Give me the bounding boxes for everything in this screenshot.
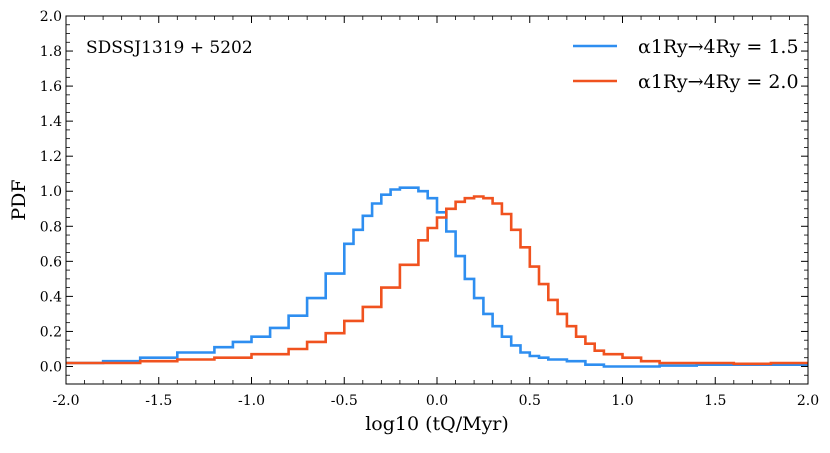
y-tick-label: 1.2 [40, 149, 62, 165]
y-tick-label: 1.0 [40, 184, 62, 200]
object-annotation: SDSSJ1319 + 5202 [86, 38, 253, 58]
y-tick-label: 1.4 [40, 114, 62, 130]
x-tick-label: 1.5 [704, 393, 726, 409]
x-tick-label: -1.0 [238, 393, 265, 409]
series-layer [66, 186, 808, 368]
labels-layer: -2.0 -1.5 -1.0 -0.5 0.0 0.5 1.0 1.5 2.0 0.0 0.2 0.4… [40, 9, 819, 409]
y-tick-label: 1.8 [40, 44, 62, 60]
legend-label-series-1: α1Ry→4Ry = 1.5 [638, 36, 799, 58]
x-tick-label: 0.5 [519, 393, 541, 409]
legend: α1Ry→4Ry = 1.5 α1Ry→4Ry = 2.0 [573, 36, 799, 93]
x-tick-label: 0.0 [426, 393, 448, 409]
y-tick-label: 0.4 [40, 289, 62, 305]
y-tick-label: 2.0 [40, 9, 62, 25]
x-tick-label: -0.5 [331, 393, 358, 409]
y-tick-label: 0.6 [40, 254, 62, 270]
series-2-line [66, 195, 808, 366]
x-tick-label: -2.0 [53, 393, 80, 409]
x-tick-label: 1.0 [611, 393, 633, 409]
legend-label-series-2: α1Ry→4Ry = 2.0 [638, 71, 799, 93]
x-axis-label: log10 (tQ/Myr) [365, 413, 509, 435]
y-axis-label: PDF [8, 179, 30, 220]
series-1-line [66, 186, 808, 368]
y-tick-label: 0.8 [40, 219, 62, 235]
y-tick-label: 0.0 [40, 359, 62, 375]
y-tick-label: 0.2 [40, 324, 62, 340]
x-tick-label: 2.0 [797, 393, 819, 409]
y-tick-label: 1.6 [40, 79, 62, 95]
ticks-layer [65, 15, 809, 385]
x-tick-label: -1.5 [145, 393, 172, 409]
